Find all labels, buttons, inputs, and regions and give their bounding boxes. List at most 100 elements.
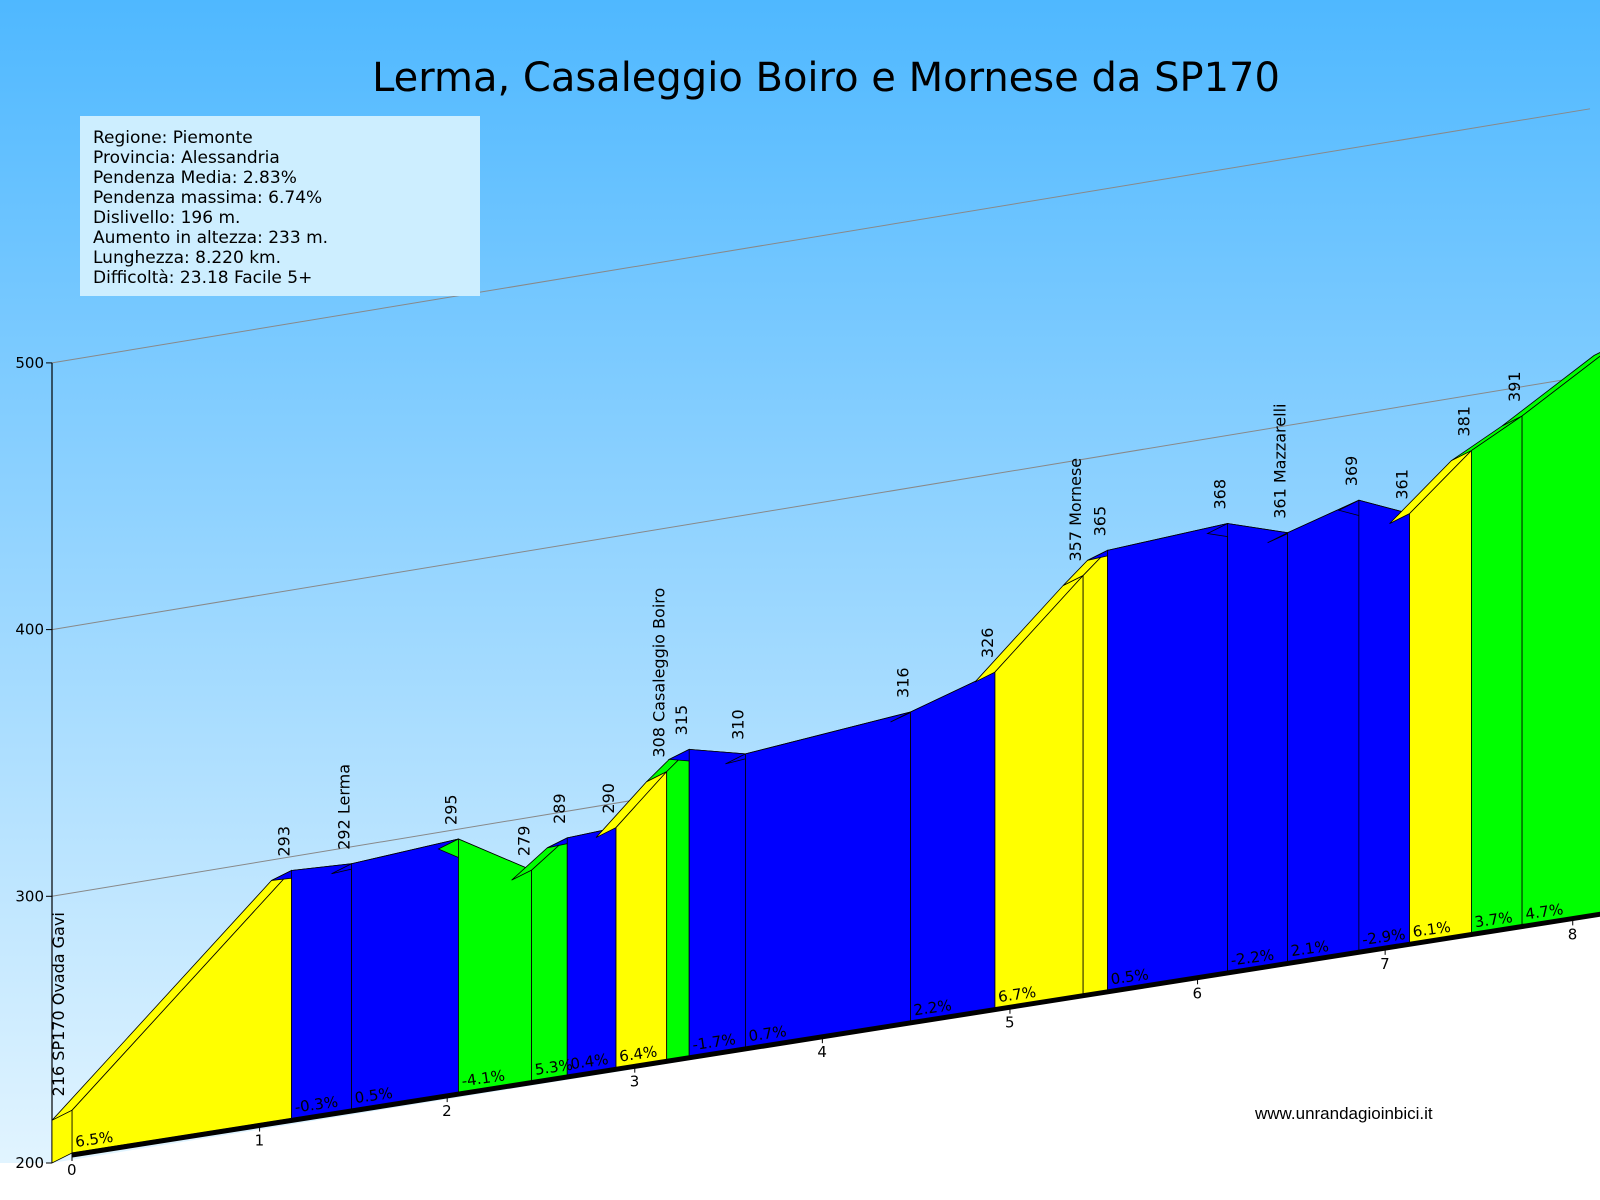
grid-line — [51, 108, 1591, 364]
elevation-label: 295 — [441, 794, 460, 825]
x-tick-label: 1 — [255, 1132, 265, 1150]
segment-face — [688, 748, 746, 1057]
grade-label: 4.7% — [1524, 900, 1564, 923]
info-line: Dislivello: 196 m. — [93, 208, 240, 228]
segment-face — [1082, 549, 1108, 995]
x-tick-label: 3 — [630, 1073, 640, 1091]
grade-label: 0.5% — [1110, 965, 1150, 988]
grade-label: 0.4% — [569, 1050, 609, 1073]
segment-face — [1358, 499, 1410, 952]
profile-segment — [331, 838, 459, 1110]
info-line: Provincia: Alessandria — [93, 148, 280, 168]
segment-face — [1471, 415, 1523, 934]
profile-segment — [1087, 523, 1228, 991]
segment-face — [1409, 449, 1472, 944]
elevation-label: 293 — [274, 826, 293, 857]
grade-labels: 6.5% -0.3% 0.5% -4.1% 5.3%0.4% 6.4% -1.7% 0.7% 2… — [74, 900, 1564, 1151]
segment-face — [351, 838, 459, 1110]
grade-label: -1.7% — [691, 1030, 737, 1054]
elevation-label: 315 — [672, 705, 691, 736]
grade-label: 0.5% — [354, 1084, 394, 1107]
grade-label: 6.4% — [618, 1042, 658, 1065]
y-axis: 200 300 400 500 — [15, 354, 53, 1172]
baseline — [71, 911, 1600, 1158]
profile-segments — [51, 352, 1600, 1164]
elevation-label: 369 — [1342, 456, 1361, 487]
grade-label: 5.3% — [534, 1056, 574, 1079]
segment-face — [745, 711, 911, 1048]
info-line: Regione: Piemonte — [93, 128, 253, 148]
elevation-label: 381 — [1454, 406, 1473, 437]
y-tick-label: 300 — [15, 887, 44, 905]
grade-label: 6.5% — [74, 1128, 114, 1151]
website-credit: www.unrandagioinbici.it — [1254, 1104, 1433, 1123]
elevation-label: 357 Mornese — [1066, 458, 1085, 562]
profile-segment — [974, 574, 1084, 1009]
info-line: Pendenza Media: 2.83% — [93, 168, 297, 188]
y-tick-label: 400 — [15, 621, 44, 639]
profile-segment — [437, 838, 533, 1093]
distance-axis: 0 1 2 3 4 5 6 7 8 — [67, 911, 1600, 1179]
x-tick-label: 6 — [1193, 984, 1203, 1002]
profile-segment — [725, 711, 911, 1048]
elevation-label: 216 SP170 Ovada Gavi — [49, 912, 68, 1096]
info-line: Difficoltà: 23.18 Facile 5+ — [93, 268, 312, 288]
x-tick-label: 5 — [1005, 1014, 1015, 1032]
grade-label: -4.1% — [460, 1066, 506, 1090]
grade-label: 3.7% — [1473, 908, 1513, 931]
segment-face — [1107, 523, 1228, 991]
segment-face — [566, 827, 617, 1076]
elevation-label: 365 — [1091, 506, 1110, 537]
ground-area — [0, 906, 1600, 1200]
segment-face — [458, 838, 532, 1093]
grade-label: 6.1% — [1412, 918, 1452, 941]
segment-face — [666, 748, 690, 1061]
grade-label: -2.9% — [1361, 925, 1407, 949]
info-line: Aumento in altezza: 233 m. — [93, 228, 328, 248]
elevation-labels: 216 SP170 Ovada Gavi 293 292 Lerma 295 279 28… — [49, 301, 1600, 1096]
segment-face — [291, 863, 352, 1120]
x-tick-label: 8 — [1568, 925, 1578, 943]
x-tick-label: 2 — [442, 1102, 452, 1120]
elevation-label: 316 — [894, 667, 913, 698]
x-tick-label: 7 — [1380, 955, 1390, 973]
grade-label: 6.7% — [997, 983, 1037, 1006]
grade-label: -0.3% — [294, 1093, 340, 1117]
grade-label: 2.2% — [913, 996, 953, 1019]
elevation-label: 326 — [978, 628, 997, 659]
grade-label: 0.7% — [748, 1022, 788, 1045]
grid-line — [51, 375, 1591, 631]
elevation-label: 361 — [1393, 469, 1412, 500]
profile-segment — [1501, 352, 1600, 926]
elevation-label: 308 Casaleggio Boiro — [650, 588, 669, 758]
info-box — [80, 116, 480, 296]
segment-face — [1287, 499, 1360, 963]
elevation-label: 290 — [599, 783, 618, 814]
y-tick-label: 200 — [15, 1154, 44, 1172]
info-line: Lunghezza: 8.220 km. — [93, 248, 281, 268]
segment-top — [1501, 352, 1600, 427]
segment-face — [1227, 523, 1288, 973]
elevation-label: 310 — [728, 709, 747, 740]
chart-title: Lerma, Casaleggio Boiro e Mornese da SP1… — [372, 55, 1280, 101]
segment-face — [1521, 355, 1600, 926]
elevation-label: 361 Mazzarelli — [1271, 404, 1290, 519]
segment-face — [910, 671, 996, 1022]
profile-segment — [271, 863, 352, 1120]
elevation-label: 289 — [550, 793, 569, 824]
elevation-label: 279 — [515, 826, 534, 857]
profile-segment — [547, 827, 617, 1076]
info-line: Pendenza massima: 6.74% — [93, 188, 322, 208]
x-tick-label: 4 — [817, 1043, 827, 1061]
x-tick-label: 0 — [67, 1161, 77, 1179]
elevation-label: 412 — [1597, 301, 1600, 332]
grade-label: 2.1% — [1290, 937, 1330, 960]
elevation-label: 368 — [1211, 479, 1230, 510]
elevation-label: 391 — [1505, 371, 1524, 402]
profile-segment — [667, 748, 747, 1057]
y-tick-label: 500 — [15, 354, 44, 372]
elevation-label: 292 Lerma — [335, 764, 354, 850]
profile-segment — [595, 770, 668, 1069]
